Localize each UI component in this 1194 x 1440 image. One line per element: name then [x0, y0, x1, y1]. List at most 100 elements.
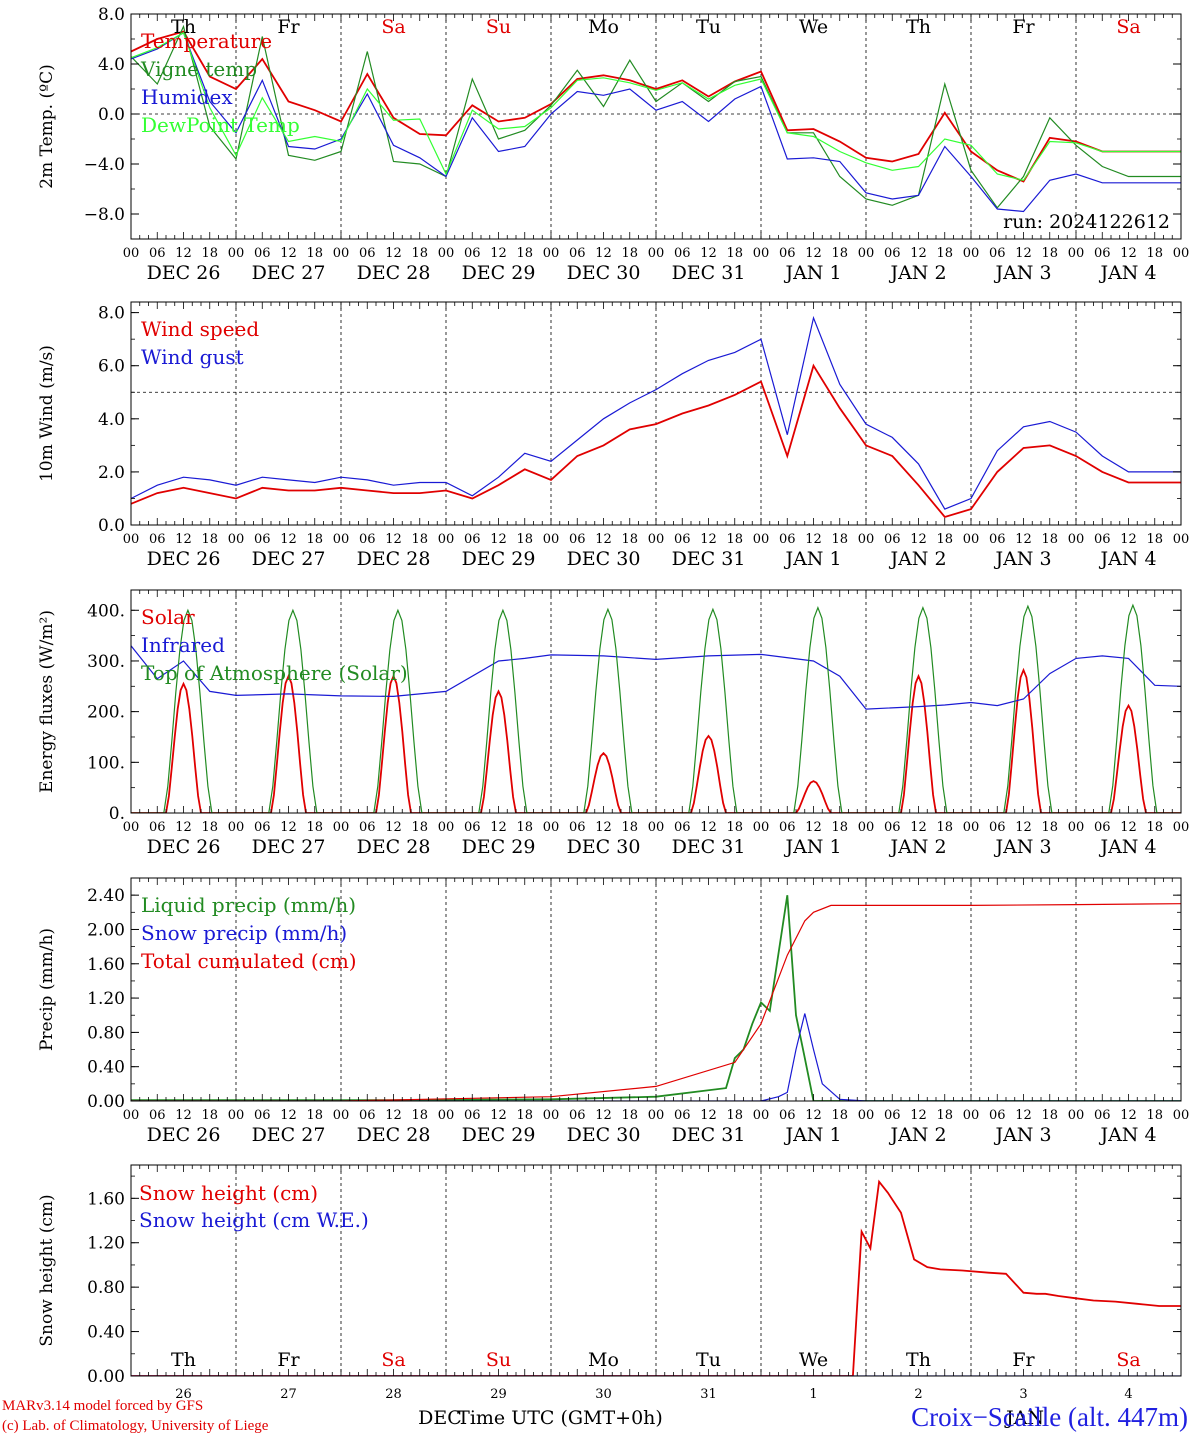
hour-tick-label: 12 — [1120, 820, 1137, 835]
hour-tick-label: 12 — [700, 532, 717, 547]
credit-lab: (c) Lab. of Climatology, University of L… — [2, 1418, 269, 1434]
hour-tick-label: 12 — [595, 820, 612, 835]
legend-entry: Wind speed — [141, 317, 259, 341]
date-label: DEC 28 — [357, 548, 431, 570]
hour-tick-label: 00 — [648, 532, 665, 547]
hour-tick-label: 12 — [910, 246, 927, 261]
hour-tick-label: 06 — [1094, 246, 1111, 261]
hour-tick-label: 18 — [936, 1108, 953, 1123]
day-number-label: 2 — [914, 1387, 922, 1402]
hour-tick-label: 12 — [700, 1108, 717, 1123]
hour-tick-label: 18 — [726, 246, 743, 261]
hour-tick-label: 06 — [989, 246, 1006, 261]
weekday-label: Su — [486, 16, 511, 38]
hour-tick-label: 00 — [438, 532, 455, 547]
day-number-label: 26 — [175, 1387, 192, 1402]
y-axis-title: Snow height (cm) — [37, 1194, 57, 1346]
hour-tick-label: 18 — [936, 532, 953, 547]
hour-tick-label: 00 — [543, 820, 560, 835]
legend-entry: Top of Atmosphere (Solar) — [141, 661, 408, 685]
hour-tick-label: 06 — [464, 532, 481, 547]
weekday-label: We — [799, 16, 828, 38]
hour-tick-label: 12 — [805, 1108, 822, 1123]
hour-tick-label: 18 — [411, 820, 428, 835]
weekday-label: Mo — [588, 16, 619, 38]
date-label: DEC 31 — [672, 548, 746, 570]
weekday-label: Th — [171, 16, 196, 38]
hour-tick-label: 00 — [1068, 246, 1085, 261]
hour-tick-label: 00 — [963, 532, 980, 547]
series-line-vigne-temp — [131, 24, 1181, 209]
hour-tick-label: 12 — [595, 246, 612, 261]
date-label: JAN 2 — [888, 262, 946, 284]
hour-tick-label: 00 — [648, 246, 665, 261]
hour-tick-label: 06 — [464, 820, 481, 835]
legend-entry: Solar — [141, 605, 195, 629]
hour-tick-label: 06 — [779, 246, 796, 261]
hour-tick-label: 18 — [1146, 532, 1163, 547]
hour-tick-label: 00 — [1068, 1108, 1085, 1123]
date-label: JAN 4 — [1098, 1124, 1156, 1146]
hour-tick-label: 06 — [569, 1108, 586, 1123]
hour-tick-label: 00 — [543, 246, 560, 261]
weekday-label: Sa — [1116, 16, 1140, 38]
hour-tick-label: 06 — [674, 1108, 691, 1123]
hour-tick-label: 12 — [805, 820, 822, 835]
weekday-label: Th — [906, 1349, 931, 1371]
hour-tick-label: 12 — [175, 532, 192, 547]
day-number-label: 1 — [809, 1387, 817, 1402]
legend-entry: Snow height (cm W.E.) — [139, 1208, 369, 1232]
hour-tick-label: 12 — [1120, 1108, 1137, 1123]
hour-tick-label: 00 — [753, 820, 770, 835]
panel-5: 0.00 0.40 0.80 1.20 1.60 Snow height (cm) Snow… — [37, 1164, 1182, 1429]
y-tick-label: 400. — [87, 601, 125, 621]
hour-tick-label: 00 — [123, 532, 140, 547]
hour-tick-label: 00 — [858, 1108, 875, 1123]
hour-tick-label: 06 — [254, 532, 271, 547]
hour-tick-label: 12 — [385, 1108, 402, 1123]
date-label: DEC 27 — [252, 836, 326, 858]
y-axis-title: Precip (mm/h) — [37, 928, 57, 1051]
hour-tick-label: 06 — [779, 1108, 796, 1123]
hour-tick-label: 06 — [884, 1108, 901, 1123]
y-tick-label: 8.0 — [98, 5, 125, 25]
hour-tick-label: 18 — [621, 820, 638, 835]
date-label: JAN 3 — [993, 262, 1051, 284]
date-label: JAN 2 — [888, 1124, 946, 1146]
date-label: DEC 26 — [147, 548, 221, 570]
weekday-label: Tu — [696, 1349, 721, 1371]
date-label: DEC 29 — [462, 1124, 536, 1146]
hour-tick-label: 18 — [306, 820, 323, 835]
y-tick-label: 0.00 — [87, 1092, 125, 1112]
hour-tick-label: 12 — [280, 532, 297, 547]
date-label: DEC 27 — [252, 262, 326, 284]
weekday-label: Mo — [588, 1349, 619, 1371]
hour-tick-label: 18 — [621, 532, 638, 547]
hour-tick-label: 18 — [516, 246, 533, 261]
date-label: DEC 30 — [567, 836, 641, 858]
hour-tick-label: 18 — [936, 820, 953, 835]
panel-3: 0. 100. 200. 300. 400. Energy fluxes (W/m²) So… — [37, 589, 1189, 858]
y-tick-label: 0.40 — [87, 1323, 125, 1343]
station-location: Croix−Scaille (alt. 447m) — [911, 1402, 1188, 1432]
hour-tick-label: 00 — [333, 532, 350, 547]
day-number-label: 31 — [700, 1387, 717, 1402]
hour-tick-label: 18 — [516, 820, 533, 835]
hour-tick-label: 18 — [201, 246, 218, 261]
y-tick-label: 4.0 — [98, 410, 125, 430]
hour-tick-label: 12 — [280, 820, 297, 835]
hour-tick-label: 06 — [674, 532, 691, 547]
date-label: DEC 28 — [357, 1124, 431, 1146]
series-line-wind-speed — [131, 363, 1181, 519]
hour-tick-label: 18 — [306, 1108, 323, 1123]
hour-tick-label: 18 — [1146, 246, 1163, 261]
date-label: DEC 29 — [462, 836, 536, 858]
weekday-label: Sa — [1116, 1349, 1140, 1371]
date-label: JAN 4 — [1098, 836, 1156, 858]
hour-tick-label: 06 — [989, 532, 1006, 547]
hour-tick-label: 12 — [385, 246, 402, 261]
hour-tick-label: 00 — [123, 1108, 140, 1123]
hour-tick-label: 18 — [831, 532, 848, 547]
hour-tick-label: 00 — [333, 820, 350, 835]
hour-tick-label: 18 — [1041, 532, 1058, 547]
